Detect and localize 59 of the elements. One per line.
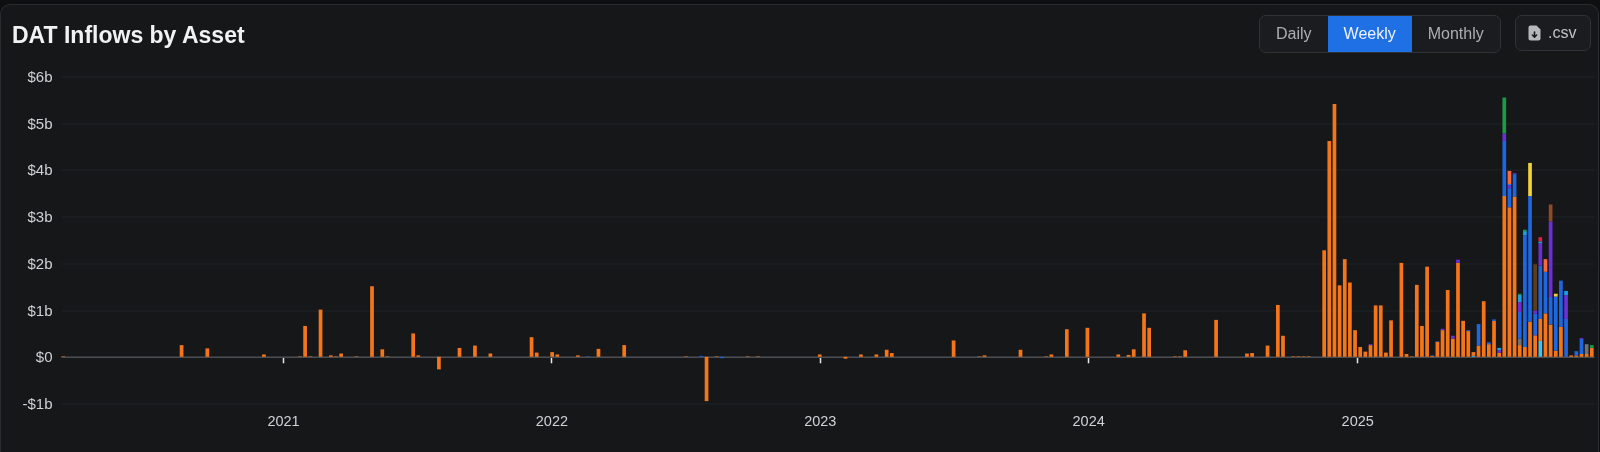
bar xyxy=(1589,347,1594,357)
bar xyxy=(1502,133,1507,141)
y-tick-label: -$1b xyxy=(22,395,53,412)
bar xyxy=(1564,295,1568,319)
bar xyxy=(1502,97,1507,134)
bar xyxy=(1517,302,1522,312)
bar xyxy=(473,345,477,357)
bar xyxy=(1538,237,1543,242)
toggle-button[interactable]: Monthly xyxy=(1411,16,1500,52)
toggle-button[interactable]: Daily xyxy=(1260,16,1328,52)
bar xyxy=(1116,354,1121,357)
bar xyxy=(1450,335,1455,339)
y-tick-label: $4b xyxy=(27,161,53,179)
x-tick-label: 2024 xyxy=(1072,412,1105,429)
bar xyxy=(1584,344,1589,354)
bar xyxy=(1049,354,1054,357)
download-button[interactable]: .csv xyxy=(1515,15,1592,51)
bar xyxy=(817,354,822,357)
bar xyxy=(262,354,266,357)
bar xyxy=(1523,231,1527,236)
y-tick-label: $5b xyxy=(27,114,53,132)
bar xyxy=(1214,319,1218,357)
bar xyxy=(1404,353,1409,357)
bar xyxy=(859,354,863,357)
chart-title: DAT Inflows by Asset xyxy=(12,22,245,48)
bar xyxy=(1533,264,1538,311)
bar xyxy=(534,352,539,357)
bar xyxy=(1538,340,1543,357)
bar xyxy=(622,345,627,357)
x-tick-label: 2023 xyxy=(804,412,837,429)
y-tick-label: $6b xyxy=(27,68,53,85)
x-tick-label: 2022 xyxy=(535,412,569,429)
y-tick-label: $2b xyxy=(27,254,53,272)
bar xyxy=(1502,140,1507,197)
bar xyxy=(889,353,894,357)
bar xyxy=(1538,243,1543,266)
bar xyxy=(437,356,441,370)
bar xyxy=(411,333,416,357)
bar xyxy=(1533,310,1538,314)
bar xyxy=(1456,259,1460,263)
bar xyxy=(1553,293,1558,297)
bar xyxy=(1579,353,1584,357)
bar xyxy=(1589,345,1594,348)
bar xyxy=(1528,162,1532,197)
bar xyxy=(370,286,374,357)
x-tick-label: 2021 xyxy=(267,412,300,429)
bar xyxy=(380,349,385,357)
bar xyxy=(1564,290,1568,296)
bar xyxy=(1517,294,1522,303)
bar xyxy=(1517,338,1522,346)
bar xyxy=(205,348,210,357)
y-tick-label: $3b xyxy=(27,208,53,226)
x-tick-label: 2025 xyxy=(1341,412,1374,429)
y-tick-label: $0 xyxy=(35,348,53,366)
y-tick-label: $1b xyxy=(27,301,53,319)
bar xyxy=(874,354,879,357)
toggle-button[interactable]: Weekly xyxy=(1327,16,1412,52)
bar xyxy=(1064,329,1069,357)
bar xyxy=(1131,349,1136,357)
